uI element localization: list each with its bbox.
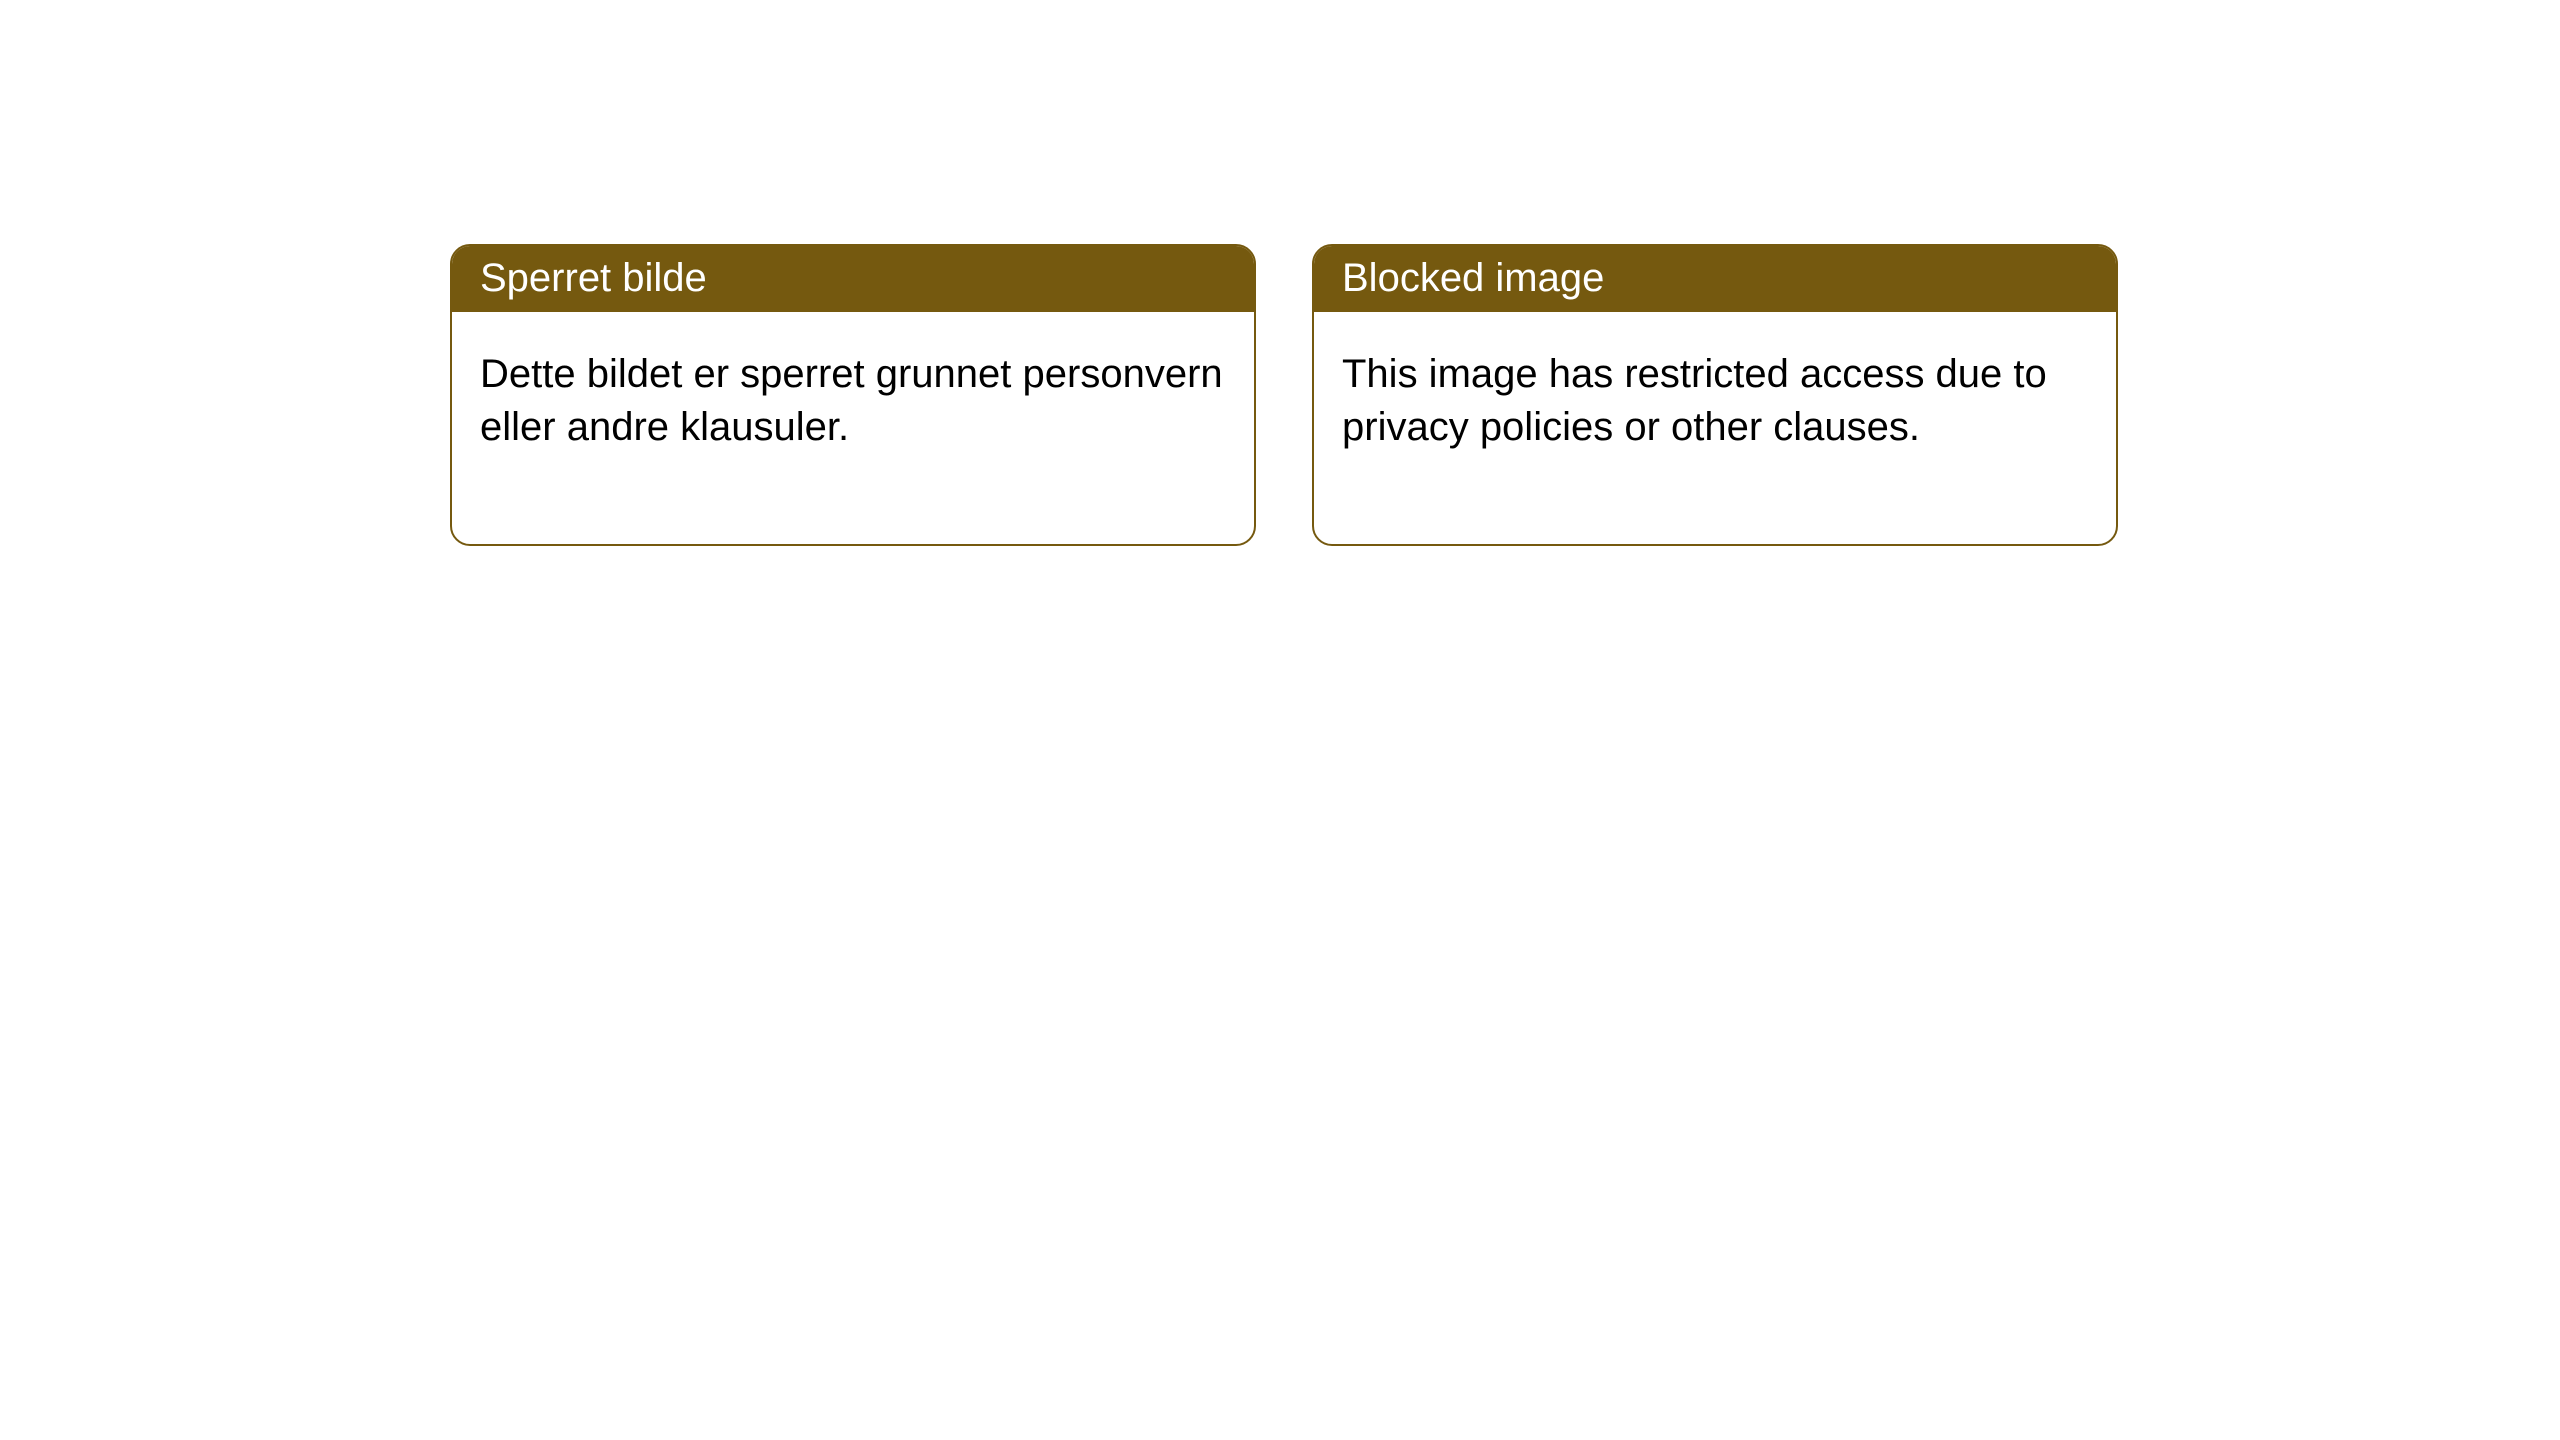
notice-card-body: This image has restricted access due to …	[1314, 312, 2116, 544]
notice-card-body: Dette bildet er sperret grunnet personve…	[452, 312, 1254, 544]
notice-card-title: Sperret bilde	[452, 246, 1254, 312]
notice-cards-row: Sperret bilde Dette bildet er sperret gr…	[0, 0, 2560, 546]
notice-card-title: Blocked image	[1314, 246, 2116, 312]
notice-card-english: Blocked image This image has restricted …	[1312, 244, 2118, 546]
notice-card-norwegian: Sperret bilde Dette bildet er sperret gr…	[450, 244, 1256, 546]
